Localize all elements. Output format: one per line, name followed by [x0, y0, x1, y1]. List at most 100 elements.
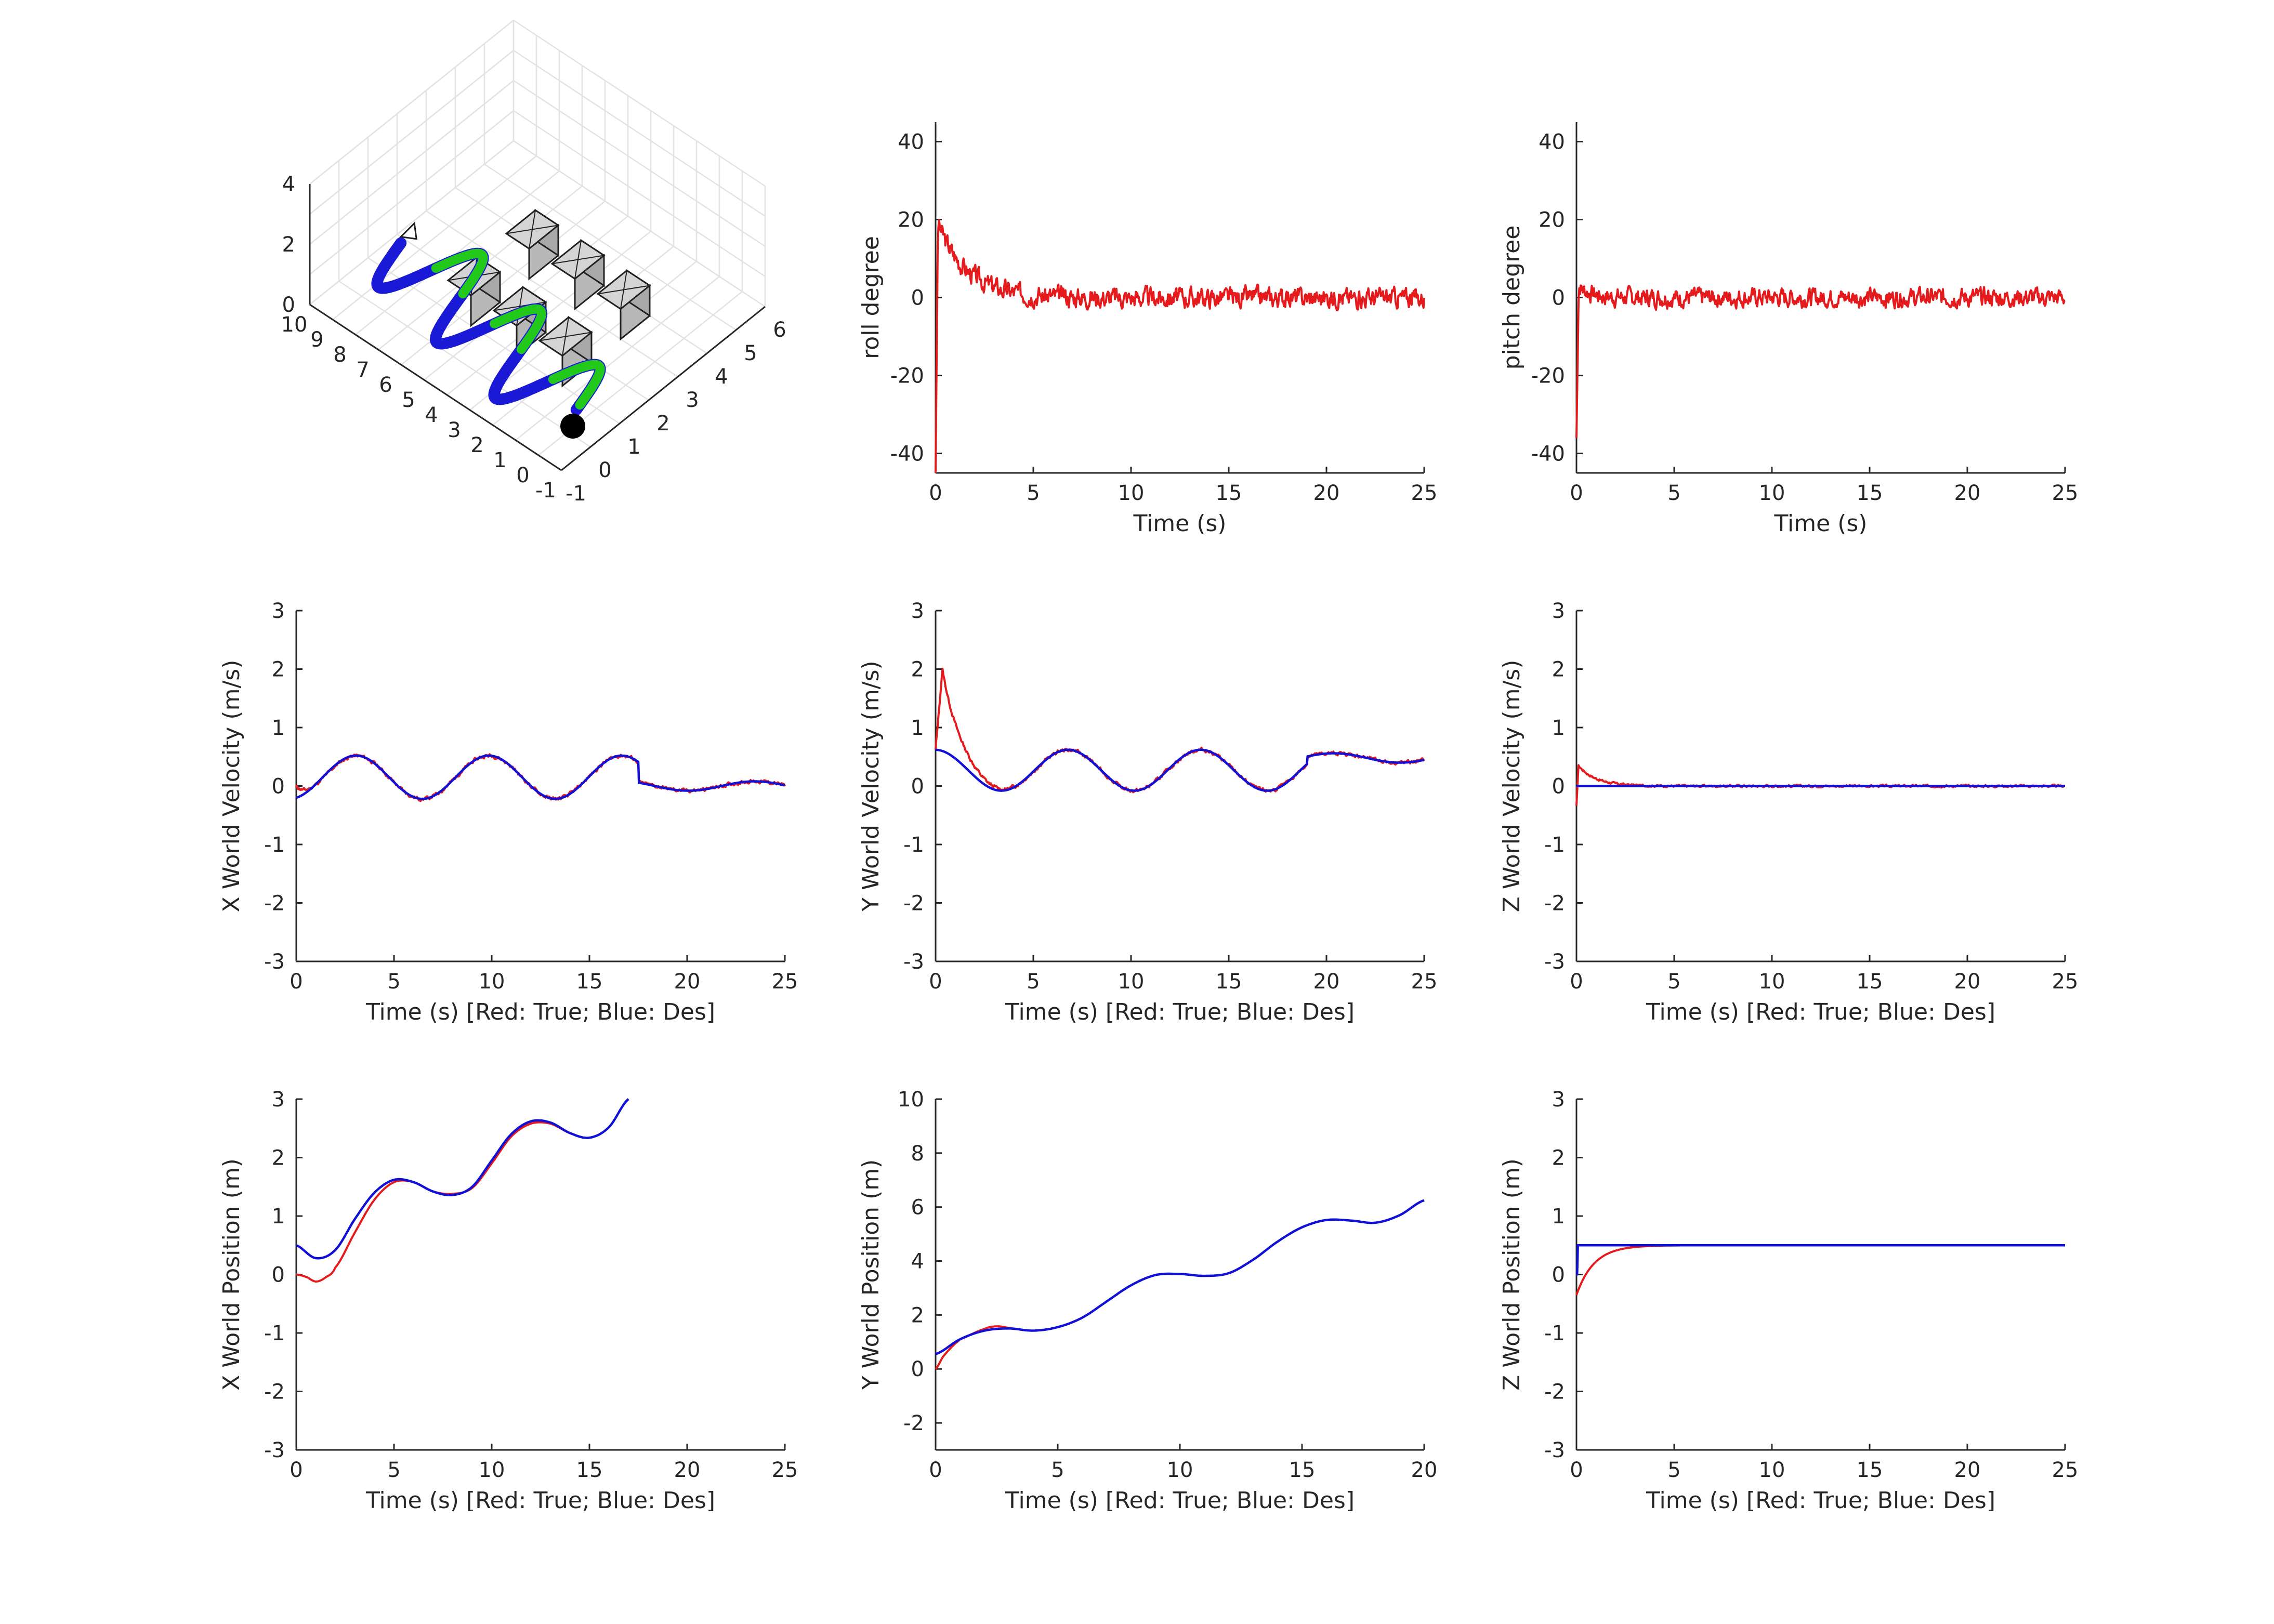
y-tick-label: 0 — [1552, 1263, 1565, 1287]
x-axis-label: Time (s) — [1774, 510, 1868, 537]
axes: 0 5 10 15 20 25 -3 -2 -1 0 1 2 3 Time (s) [Red: True;… — [858, 599, 1437, 1025]
y-tick-label: 1 — [272, 1205, 285, 1229]
y-tick-label: 3 — [1552, 599, 1565, 623]
y-tick-label: 0 — [516, 464, 529, 487]
x-tick-label: 25 — [1411, 481, 1438, 505]
series-line-true — [1575, 284, 2066, 438]
x-axis-label: Time (s) [Red: True; Blue: Des] — [365, 1487, 715, 1514]
x-tick-label: 10 — [1167, 1458, 1193, 1482]
y-tick-label: 3 — [448, 418, 461, 442]
y-tick-label: 40 — [1539, 130, 1565, 154]
y-tick-label: 2 — [470, 433, 483, 457]
y-tick-label: -40 — [890, 442, 924, 466]
axes: 0 5 10 15 20 25 -3 -2 -1 0 1 2 3 Time (s) [Red: True;… — [1499, 1088, 2078, 1514]
cube-diagonal — [506, 225, 559, 234]
series-line-des — [296, 1098, 629, 1260]
grid-line — [309, 140, 514, 305]
y-tick-label: 1 — [493, 448, 506, 472]
y-tick-label: -2 — [264, 1380, 285, 1404]
y-tick-label: 1 — [1552, 716, 1565, 740]
y-tick-label: -3 — [264, 1438, 285, 1462]
x-tick-label: 10 — [479, 1458, 505, 1482]
y-tick-label: 10 — [281, 313, 308, 337]
x-axis-label: Time (s) [Red: True; Blue: Des] — [1005, 1487, 1355, 1514]
x-tick-label: 15 — [1216, 970, 1242, 994]
grid-line — [513, 140, 766, 308]
y-velocity-plot: 0 5 10 15 20 25 -3 -2 -1 0 1 2 3 Time (s) [Red: True;… — [858, 599, 1437, 1025]
y-tick-label: 10 — [898, 1088, 924, 1112]
y-tick-label: 3 — [272, 1088, 285, 1112]
roll-plot: 0 5 10 15 20 25 -40 -20 0 20 40 Time (s) roll degree — [858, 122, 1437, 537]
y-tick-label: 2 — [1552, 658, 1565, 682]
y-tick-label: 0 — [1552, 286, 1565, 310]
x-tick-label: 3 — [686, 388, 699, 412]
axes: 0 5 10 15 20 25 -3 -2 -1 0 1 2 3 Time (s) [Red: True;… — [218, 1088, 798, 1514]
y-axis-label: Z World Position (m) — [1499, 1158, 1525, 1391]
x-tick-label: 10 — [1118, 970, 1145, 994]
x-tick-label: 20 — [674, 970, 701, 994]
x-tick-label: 20 — [1954, 1458, 1981, 1482]
trajectory-actual — [431, 248, 488, 299]
y-tick-label: 0 — [911, 286, 924, 310]
x-tick-label: 0 — [929, 1458, 942, 1482]
y-tick-label: 7 — [356, 358, 369, 382]
series-line-des — [935, 748, 1425, 792]
z-velocity-plot: 0 5 10 15 20 25 -3 -2 -1 0 1 2 3 Time (s) [Red: True;… — [1499, 599, 2078, 1025]
x-tick-label: 0 — [1570, 1458, 1583, 1482]
axes: 0 5 10 15 20 25 -40 -20 0 20 40 Time (s) pitch degre… — [1499, 122, 2078, 537]
x-tick-label: 6 — [773, 318, 786, 342]
y-tick-label: -2 — [1544, 892, 1565, 916]
x-tick-label: 15 — [1857, 970, 1883, 994]
y-tick-label: 2 — [1552, 1146, 1565, 1170]
series-line-des — [1576, 1244, 2066, 1276]
x-tick-label: 25 — [2052, 970, 2079, 994]
x-tick-label: 0 — [290, 970, 303, 994]
grid-line — [513, 19, 766, 187]
x-tick-label: 25 — [2052, 1458, 2079, 1482]
x-tick-label: 2 — [656, 412, 669, 435]
y-tick-label: -2 — [903, 892, 924, 916]
grid-line — [426, 210, 678, 378]
y-tick-label: -20 — [890, 364, 924, 388]
cube-diagonal — [551, 255, 604, 265]
x-tick-label: 5 — [1027, 970, 1040, 994]
x-tick-label: 5 — [1051, 1458, 1064, 1482]
grid-line — [332, 155, 537, 320]
grid-line — [309, 50, 514, 215]
y-tick-label: 0 — [1552, 775, 1565, 799]
x-tick-label: 20 — [1954, 481, 1981, 505]
y-tick-label: 9 — [310, 328, 323, 352]
z-tick-label: 4 — [282, 173, 295, 196]
x-tick-label: 5 — [1667, 481, 1680, 505]
y-tick-label: 1 — [1552, 1205, 1565, 1229]
x-axis-label: Time (s) [Red: True; Blue: Des] — [365, 999, 715, 1025]
x-axis-label: Time (s) [Red: True; Blue: Des] — [1646, 999, 1995, 1025]
trajectory-actual — [548, 360, 605, 410]
x-tick-label: 0 — [1570, 481, 1583, 505]
grid-line — [446, 231, 651, 395]
axes: 0 5 10 15 20 25 -3 -2 -1 0 1 2 3 Time (s) [Red: True;… — [1499, 599, 2078, 1025]
x-tick-label: 15 — [1289, 1458, 1316, 1482]
y-tick-label: -1 — [264, 833, 285, 857]
x-tick-label: 0 — [929, 970, 942, 994]
y-tick-label: 2 — [272, 658, 285, 682]
x-tick-label: 5 — [1027, 481, 1040, 505]
y-tick-label: -2 — [1544, 1380, 1565, 1404]
x-axis-label: Time (s) [Red: True; Blue: Des] — [1005, 999, 1355, 1025]
y-tick-label: 3 — [272, 599, 285, 623]
y-tick-label: 1 — [272, 716, 285, 740]
x-tick-label: 10 — [1759, 970, 1785, 994]
x-tick-label: 0 — [598, 458, 611, 482]
grid-line — [484, 163, 737, 331]
x-axis-label: Time (s) — [1133, 510, 1227, 537]
x-tick-label: 20 — [1313, 970, 1340, 994]
x-tick-label: 5 — [387, 1458, 400, 1482]
y-tick-label: 20 — [898, 208, 924, 232]
x-tick-label: 5 — [387, 970, 400, 994]
x-tick-label: 20 — [674, 1458, 701, 1482]
y-tick-label: -20 — [1531, 364, 1565, 388]
x-tick-label: 25 — [2052, 481, 2079, 505]
y-tick-label: 4 — [911, 1250, 924, 1274]
x-tick-label: 1 — [627, 435, 640, 459]
